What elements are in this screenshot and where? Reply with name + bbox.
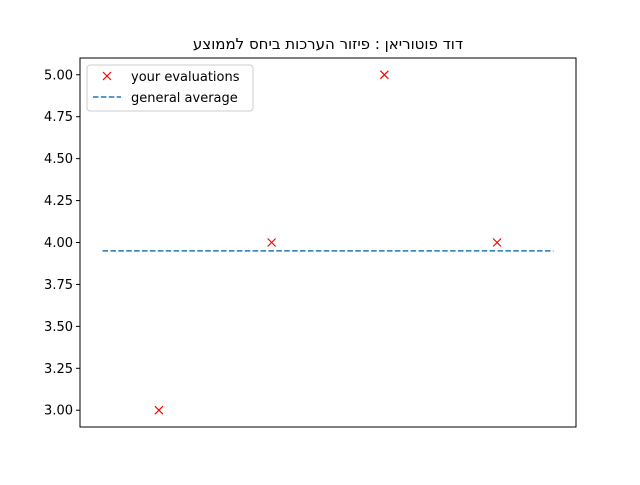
legend-x-glyph [102, 71, 112, 81]
data-point-x-marker [492, 238, 502, 247]
legend-label-average: general average [131, 91, 238, 106]
data-point-x-marker [379, 70, 389, 80]
y-tick-label: 4.25 [44, 194, 73, 209]
y-tick-label: 3.75 [44, 278, 73, 293]
data-point-x-marker [154, 405, 164, 415]
plot-area [102, 70, 554, 415]
y-tick-label: 3.50 [44, 320, 73, 335]
legend-label-evaluations: your evaluations [131, 70, 240, 85]
data-point-x-marker [267, 238, 277, 247]
y-tick-label: 4.50 [44, 152, 73, 167]
chart-title: דוד פוטוריאן : פיזור הערכות ביחס לממוצע [193, 35, 463, 53]
y-tick-label: 4.75 [44, 110, 73, 125]
y-tick-label: 5.00 [44, 68, 73, 83]
legend: your evaluations general average [86, 64, 254, 112]
legend-marker-x-icon [102, 71, 112, 81]
y-axis: 3.00 3.25 3.50 3.75 4.00 4.25 4.50 4.75 5.00 [44, 68, 80, 419]
y-tick-label: 4.00 [44, 236, 73, 251]
y-tick-label: 3.25 [44, 362, 73, 377]
legend-box [86, 64, 254, 112]
plot-frame [79, 57, 577, 428]
y-tick-label: 3.00 [44, 404, 73, 419]
